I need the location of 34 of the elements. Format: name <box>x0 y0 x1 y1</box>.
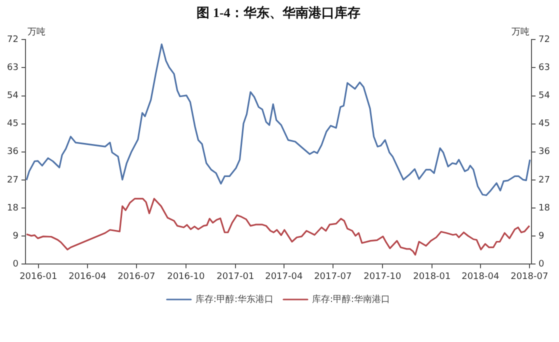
y-tick-label: 63 <box>7 63 18 74</box>
x-tick-label: 2016-07 <box>118 272 156 282</box>
y-tick-label: 54 <box>7 91 19 102</box>
x-tick-label: 2018-07 <box>510 272 548 282</box>
y-axis-title: 万吨 <box>27 26 46 38</box>
y2-tick-label: 18 <box>538 203 550 214</box>
x-tick-label: 2017-07 <box>314 272 352 282</box>
y2-tick-label: 36 <box>538 147 550 158</box>
y-tick-label: 36 <box>7 147 19 158</box>
x-tick-label: 2017-01 <box>216 272 254 282</box>
x-tick-label: 2018-04 <box>462 272 500 282</box>
y2-tick-label: 54 <box>538 91 550 102</box>
y2-tick-label: 72 <box>538 34 550 45</box>
y-tick-label: 27 <box>7 175 18 186</box>
y-tick-label: 45 <box>7 119 18 130</box>
y-tick-label: 18 <box>7 203 19 214</box>
x-tick-label: 2017-04 <box>265 272 303 282</box>
y2-tick-label: 63 <box>538 63 550 74</box>
y2-tick-label: 0 <box>538 260 545 270</box>
x-tick-label: 2018-01 <box>413 272 451 282</box>
x-tick-label: 2016-01 <box>20 272 58 282</box>
legend-label: 库存:甲醇:华东港口 <box>195 294 274 305</box>
y-tick-label: 0 <box>12 260 19 270</box>
y2-tick-label: 45 <box>538 119 550 130</box>
chart-title: 图 1-4：华东、华南港口库存 <box>196 5 360 20</box>
x-tick-label: 2016-04 <box>68 272 106 282</box>
y-tick-label: 72 <box>7 34 18 45</box>
x-tick-label: 2017-10 <box>364 272 402 282</box>
y2-tick-label: 9 <box>538 231 545 242</box>
legend-label: 库存:甲醇:华南港口 <box>312 294 390 305</box>
x-tick-label: 2016-10 <box>167 272 205 282</box>
y2-axis-title: 万吨 <box>512 26 530 38</box>
y2-tick-label: 27 <box>538 175 550 186</box>
y-tick-label: 9 <box>12 231 19 242</box>
